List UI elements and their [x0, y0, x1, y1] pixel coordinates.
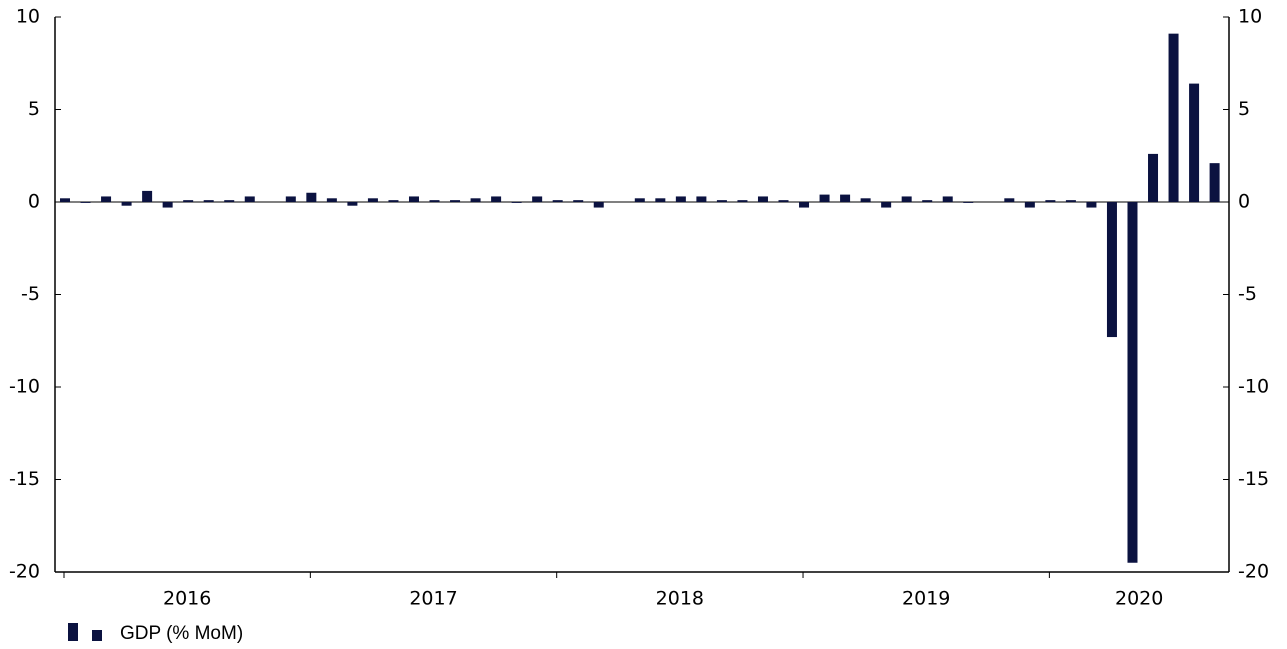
bar	[901, 196, 912, 202]
y2-tick-label: -15	[1238, 468, 1269, 490]
bar	[1189, 83, 1200, 202]
bar	[696, 196, 707, 202]
bar	[121, 202, 132, 206]
bar	[819, 194, 830, 202]
bar	[326, 198, 337, 202]
bar	[1168, 33, 1179, 203]
x-tick-label: 2017	[409, 588, 457, 610]
bar	[60, 198, 70, 202]
bar	[162, 202, 173, 208]
y2-tick-label: 5	[1238, 98, 1250, 120]
y2-tick-label: 10	[1238, 6, 1262, 28]
bar	[942, 196, 953, 202]
x-tick-label: 2018	[656, 588, 704, 610]
y2-tick-label: 0	[1238, 191, 1250, 213]
y-tick-label: -10	[9, 376, 40, 398]
legend-label: GDP (% MoM)	[120, 623, 243, 644]
bar	[860, 198, 871, 202]
bar	[1065, 200, 1076, 202]
bar	[470, 198, 481, 202]
bar	[450, 200, 461, 202]
bar	[1106, 202, 1117, 338]
bar	[778, 200, 789, 202]
bar	[675, 196, 686, 202]
bar	[183, 200, 194, 202]
x-tick-label: 2016	[163, 588, 211, 610]
bar	[1045, 200, 1056, 202]
bar	[101, 196, 112, 202]
bar	[963, 202, 974, 203]
bar	[1209, 163, 1220, 202]
bar	[285, 196, 296, 202]
bar	[1127, 202, 1138, 563]
y2-tick-label: -10	[1238, 376, 1269, 398]
bar	[799, 202, 810, 208]
bar	[1148, 153, 1159, 202]
bar	[840, 194, 851, 202]
bar	[224, 200, 235, 202]
bar	[532, 196, 543, 202]
bar	[1086, 202, 1097, 208]
y-tick-label: -5	[21, 283, 40, 305]
bar	[306, 192, 317, 202]
legend-swatch	[92, 630, 102, 641]
y-tick-label: -20	[9, 561, 40, 583]
bar	[142, 190, 153, 202]
x-tick-label: 2019	[902, 588, 950, 610]
bar	[347, 202, 358, 206]
bar	[511, 202, 522, 203]
bar	[1004, 198, 1015, 202]
y-tick-label: -15	[9, 468, 40, 490]
bar	[593, 202, 604, 208]
bar	[367, 198, 378, 202]
bar	[716, 200, 727, 202]
bar	[429, 200, 440, 202]
bar	[1024, 202, 1035, 208]
bar	[552, 200, 563, 202]
x-tick-label: 2020	[1115, 588, 1163, 610]
y2-tick-label: -5	[1238, 283, 1257, 305]
bar	[388, 200, 399, 202]
y-tick-label: 5	[28, 98, 40, 120]
bar	[203, 200, 214, 202]
bar	[80, 202, 91, 203]
y2-tick-label: -20	[1238, 561, 1269, 583]
y-tick-label: 10	[16, 6, 40, 28]
bar	[737, 200, 748, 202]
bar	[881, 202, 892, 208]
y-tick-label: 0	[28, 191, 40, 213]
bar	[573, 200, 584, 202]
bar	[408, 196, 419, 202]
legend-swatch	[68, 623, 78, 641]
bar	[757, 196, 768, 202]
bar	[655, 198, 666, 202]
bar	[634, 198, 645, 202]
bar	[491, 196, 502, 202]
bar	[922, 200, 933, 202]
bar	[244, 196, 255, 202]
